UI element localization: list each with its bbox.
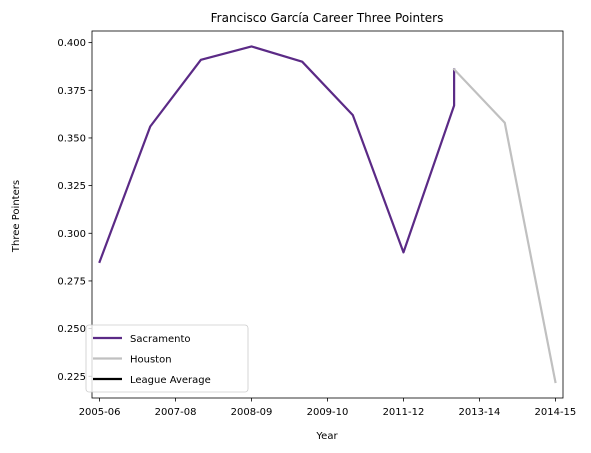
x-axis-title: Year <box>315 431 338 442</box>
x-tick-label: 2009-10 <box>307 407 349 418</box>
legend-label: Sacramento <box>130 334 190 345</box>
legend-label: Houston <box>130 355 172 366</box>
y-tick-label: 0.350 <box>57 133 86 144</box>
x-tick-label: 2005-06 <box>79 407 121 418</box>
y-tick-label: 0.225 <box>57 372 86 383</box>
y-tick-label: 0.300 <box>57 229 86 240</box>
series-line-houston <box>452 67 557 384</box>
x-axis: 2005-06 2007-08 2008-09 2009-10 2011-12 2013-… <box>79 398 577 418</box>
x-tick-label: 2008-09 <box>231 407 273 418</box>
legend: Sacramento Houston League Average <box>85 324 249 393</box>
x-tick-label: 2013-14 <box>459 407 501 418</box>
y-tick-label: 0.275 <box>57 276 86 287</box>
x-tick-label: 2007-08 <box>155 407 197 418</box>
y-tick-label: 0.250 <box>57 324 86 335</box>
series-line-sacramento <box>98 45 456 264</box>
legend-label: League Average <box>130 375 211 386</box>
y-axis-title: Three Pointers <box>11 180 22 253</box>
y-tick-label: 0.325 <box>57 181 86 192</box>
y-tick-label: 0.400 <box>57 38 86 49</box>
chart-title: Francisco García Career Three Pointers <box>211 11 444 25</box>
y-tick-label: 0.375 <box>57 86 86 97</box>
x-tick-label: 2014-15 <box>535 407 577 418</box>
legend-box <box>85 324 249 393</box>
x-tick-label: 2011-12 <box>383 407 425 418</box>
